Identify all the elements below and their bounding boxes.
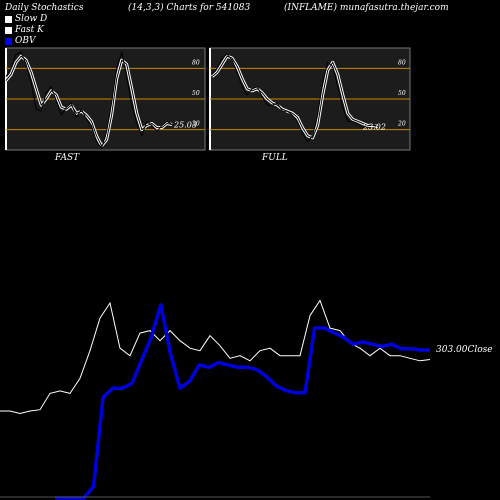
fast-level-label-50: 50: [192, 90, 200, 97]
legend-swatch-slow-d: [5, 15, 12, 23]
close-price-line: [0, 299, 431, 415]
legend-swatch-fast-k: [5, 26, 12, 34]
fast-last-value-label: 25.03: [173, 121, 197, 130]
legend-fast-k: Fast K: [5, 25, 44, 35]
legend-label-slow-d: Slow D: [15, 14, 48, 24]
legend-label-fast-k: Fast K: [15, 25, 44, 35]
chart-source: (INFLAME) munafasutra.thejar.com: [284, 3, 449, 13]
fast-series-fast-k-core: [5, 51, 173, 149]
full-series-slow-d: [211, 55, 379, 139]
full-level-label-20: 20: [397, 121, 406, 128]
full-series-fast-k-core: [211, 53, 379, 143]
fast-level-label-20: 20: [191, 121, 200, 128]
full-level-label-80: 80: [398, 59, 406, 66]
chart-title: Daily Stochastics: [5, 3, 84, 13]
legend-label-obv: OBV: [15, 36, 36, 46]
obv-line: [55, 303, 430, 500]
legend-slow-d: Slow D: [5, 14, 47, 24]
full-panel-title: FULL: [262, 153, 288, 163]
fast-panel-title: FAST: [55, 153, 80, 163]
legend-obv: OBV: [5, 36, 36, 46]
chart-params: (14,3,3) Charts for 541083: [128, 3, 251, 13]
close-last-value-label: 303.00Close: [436, 345, 493, 355]
fast-level-label-80: 80: [192, 59, 200, 66]
legend-swatch-obv: [5, 37, 12, 45]
full-last-value-label: 23.02: [362, 123, 386, 132]
full-level-label-50: 50: [398, 90, 406, 97]
